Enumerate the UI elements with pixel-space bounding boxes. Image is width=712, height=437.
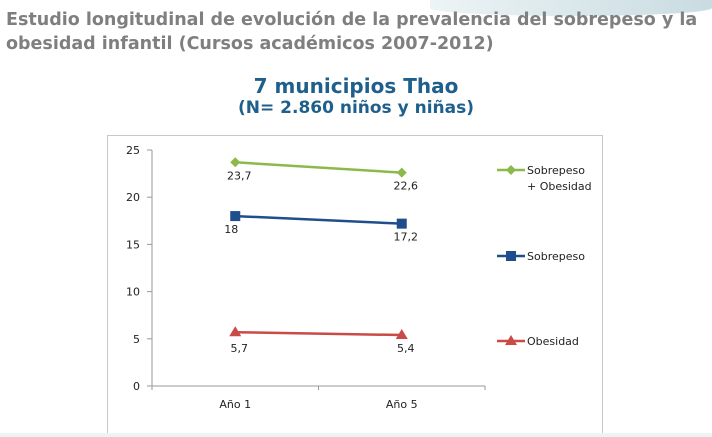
data-point xyxy=(230,157,241,168)
chart-subtitle: (N= 2.860 niños y niñas) xyxy=(238,98,474,118)
data-label: 5,4 xyxy=(397,342,415,355)
series-line xyxy=(235,330,402,337)
chart-frame xyxy=(107,135,603,434)
x-tick-label: Año 1 xyxy=(219,398,251,411)
y-tick-label: 5 xyxy=(133,333,140,346)
decorative-swoosh xyxy=(430,0,712,16)
data-point xyxy=(396,167,407,178)
legend-label: Obesidad xyxy=(527,335,579,348)
y-tick-label: 15 xyxy=(126,238,140,251)
chart-title: 7 municipios Thao xyxy=(253,74,459,98)
series-line xyxy=(235,214,402,225)
data-point xyxy=(395,329,408,340)
data-point xyxy=(396,218,407,229)
y-tick-label: 25 xyxy=(126,144,140,157)
legend-label: Sobrepeso xyxy=(527,250,585,263)
y-tick-label: 10 xyxy=(126,286,140,299)
data-label: 22,6 xyxy=(394,180,419,193)
series-line xyxy=(235,161,402,174)
footer-bar xyxy=(0,433,712,437)
legend-marker xyxy=(505,335,517,345)
data-label: 5,7 xyxy=(231,342,249,355)
data-label: 23,7 xyxy=(227,169,252,182)
y-tick-label: 0 xyxy=(133,380,140,393)
data-point xyxy=(229,326,242,337)
page-title: Estudio longitudinal de evolución de la … xyxy=(6,10,698,54)
data-point xyxy=(230,211,241,222)
x-tick-label: Año 5 xyxy=(386,398,418,411)
legend-marker xyxy=(506,165,516,175)
y-tick-label: 20 xyxy=(126,191,140,204)
legend-marker xyxy=(506,251,516,261)
data-label: 17,2 xyxy=(394,231,419,244)
legend-label: Sobrepeso + Obesidad xyxy=(527,164,592,193)
data-label: 18 xyxy=(224,223,238,236)
